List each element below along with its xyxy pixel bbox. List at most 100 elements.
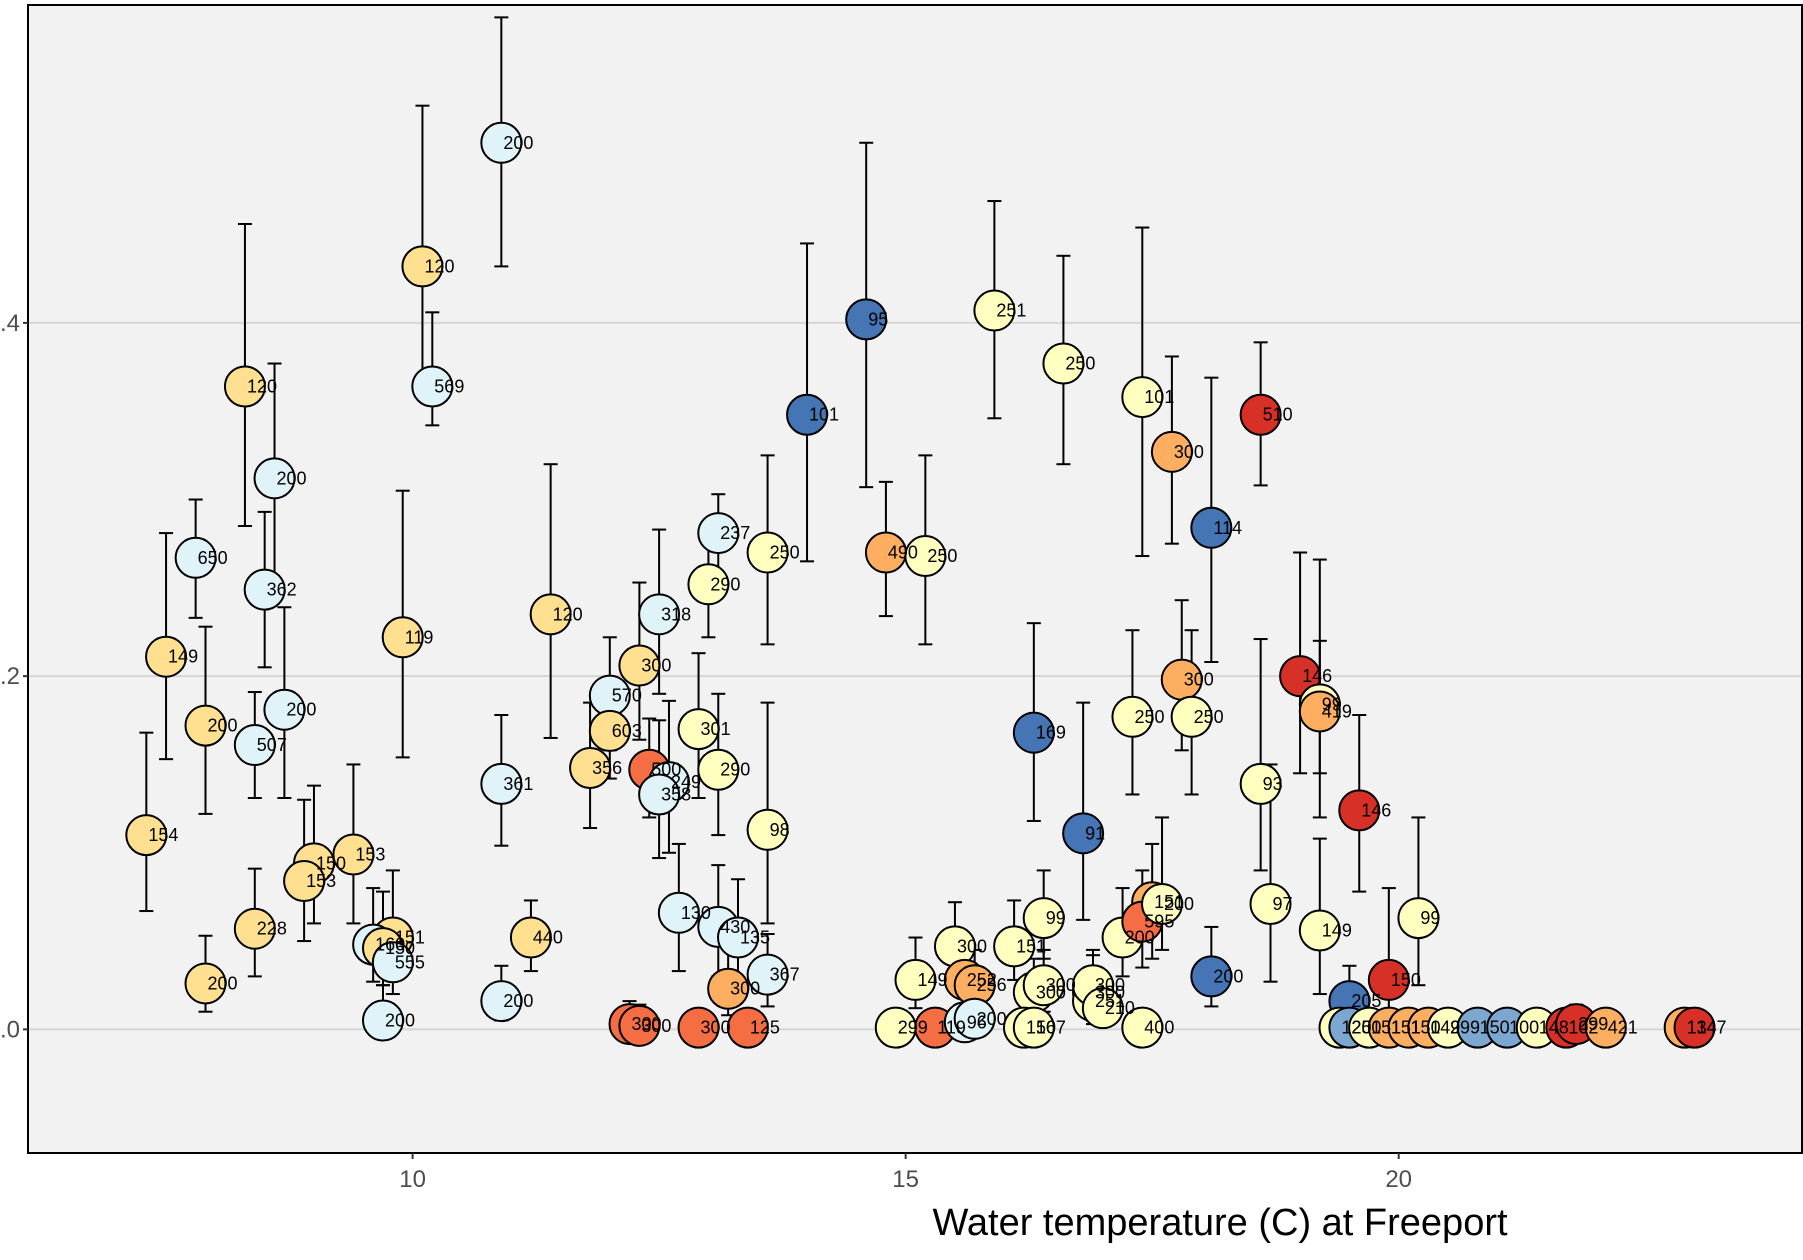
point-label: 362 bbox=[267, 580, 297, 600]
data-point bbox=[1239, 393, 1282, 436]
data-point bbox=[1081, 987, 1124, 1030]
point-label: 200 bbox=[286, 700, 316, 720]
point-label: 149 bbox=[1430, 1018, 1460, 1038]
point-label: 149 bbox=[1322, 920, 1352, 940]
point-label: 149 bbox=[918, 970, 948, 990]
data-point bbox=[618, 1004, 661, 1047]
point-label: 570 bbox=[612, 686, 642, 706]
point-label: 200 bbox=[208, 716, 238, 736]
data-point bbox=[569, 746, 612, 789]
point-label: 151 bbox=[395, 928, 425, 948]
x-tick-label: 15 bbox=[892, 1166, 919, 1193]
data-point bbox=[746, 531, 789, 574]
point-label: 150 bbox=[316, 853, 346, 873]
point-label: 228 bbox=[257, 919, 287, 939]
data-point bbox=[746, 808, 789, 851]
y-tick-label: 0.2 bbox=[0, 663, 20, 690]
point-label: 250 bbox=[1194, 707, 1224, 727]
data-point bbox=[1141, 882, 1184, 925]
data-point bbox=[1121, 1006, 1164, 1049]
data-point bbox=[233, 907, 276, 950]
point-label: 250 bbox=[770, 543, 800, 563]
data-point bbox=[480, 980, 523, 1023]
data-point bbox=[993, 925, 1036, 968]
data-point bbox=[1338, 789, 1381, 832]
data-point bbox=[1249, 882, 1292, 925]
x-tick-label: 20 bbox=[1385, 1166, 1412, 1193]
point-label: 100 bbox=[1509, 1018, 1539, 1038]
error-bar bbox=[1253, 638, 1268, 872]
x-axis-title: Water temperature (C) at Freeport bbox=[932, 1202, 1508, 1244]
point-label: 507 bbox=[257, 735, 287, 755]
x-axis-ticks: 10 15 20 bbox=[399, 1153, 1412, 1193]
point-label: 102 bbox=[1568, 1018, 1598, 1038]
point-label: 358 bbox=[661, 784, 691, 804]
point-label: 300 bbox=[1046, 975, 1076, 995]
point-label: 101 bbox=[1144, 387, 1174, 407]
point-label: 650 bbox=[198, 548, 228, 568]
point-label: 96 bbox=[967, 1012, 987, 1032]
data-point bbox=[588, 709, 631, 752]
point-label: 250 bbox=[1134, 707, 1164, 727]
point-label: 301 bbox=[701, 719, 731, 739]
point-label: 318 bbox=[661, 604, 691, 624]
point-label: 130 bbox=[681, 903, 711, 923]
point-label: 151 bbox=[1371, 1018, 1401, 1038]
data-point bbox=[973, 289, 1016, 332]
data-point bbox=[253, 457, 296, 500]
point-label: 149 bbox=[168, 647, 198, 667]
data-point bbox=[243, 568, 286, 611]
point-label: 95 bbox=[868, 309, 888, 329]
data-point bbox=[726, 1006, 769, 1049]
point-label: 148 bbox=[1539, 1018, 1569, 1038]
data-point bbox=[1012, 711, 1055, 754]
point-label: 200 bbox=[1213, 966, 1243, 986]
point-label: 154 bbox=[148, 825, 178, 845]
point-label: 97 bbox=[1273, 894, 1293, 914]
point-label: 200 bbox=[208, 973, 238, 993]
data-point bbox=[697, 748, 740, 791]
point-label: 134 bbox=[1687, 1018, 1717, 1038]
point-label: 120 bbox=[247, 376, 277, 396]
data-point bbox=[1190, 506, 1233, 549]
data-point bbox=[618, 644, 661, 687]
point-label: 290 bbox=[720, 760, 750, 780]
point-label: 125 bbox=[750, 1018, 780, 1038]
point-label: 555 bbox=[395, 952, 425, 972]
point-label: 603 bbox=[612, 721, 642, 741]
data-point bbox=[1062, 812, 1105, 855]
point-label: 146 bbox=[1361, 800, 1391, 820]
data-point bbox=[707, 967, 750, 1010]
point-label: 300 bbox=[1174, 442, 1204, 462]
point-label: 135 bbox=[740, 928, 770, 948]
point-label: 569 bbox=[434, 376, 464, 396]
data-point bbox=[174, 536, 217, 579]
point-label: 290 bbox=[710, 574, 740, 594]
data-point bbox=[1022, 897, 1065, 940]
data-point bbox=[1397, 897, 1440, 940]
point-labels: 200 120 569 120 200 650 362 149 200 200 507 119 154 1… bbox=[148, 133, 1726, 1038]
point-label: 169 bbox=[1036, 723, 1066, 743]
data-point bbox=[657, 891, 700, 934]
point-label: 430 bbox=[720, 917, 750, 937]
point-label: 93 bbox=[1263, 774, 1283, 794]
point-label: 150 bbox=[1026, 1018, 1056, 1038]
data-point bbox=[480, 762, 523, 805]
point-label: 120 bbox=[424, 256, 454, 276]
point-label: 101 bbox=[809, 405, 839, 425]
data-point bbox=[263, 688, 306, 731]
point-label: 300 bbox=[641, 1016, 671, 1036]
point-label: 153 bbox=[355, 845, 385, 865]
data-point bbox=[1022, 964, 1065, 1007]
point-label: 120 bbox=[553, 604, 583, 624]
point-label: 200 bbox=[1125, 928, 1155, 948]
point-label: 500 bbox=[651, 760, 681, 780]
data-points bbox=[125, 121, 1716, 1049]
point-label: 300 bbox=[957, 936, 987, 956]
point-label: 200 bbox=[277, 468, 307, 488]
point-label: 200 bbox=[503, 991, 533, 1011]
data-point bbox=[1150, 430, 1193, 473]
point-label: 200 bbox=[503, 133, 533, 153]
